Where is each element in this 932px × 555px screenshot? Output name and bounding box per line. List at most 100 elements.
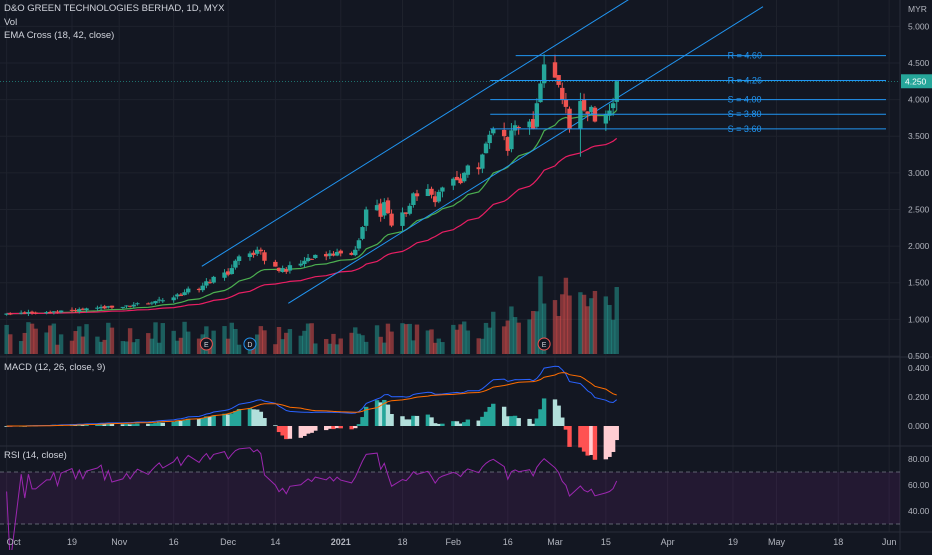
volume-bar — [458, 324, 463, 354]
macd-histogram-bar — [414, 415, 420, 426]
volume-bar — [338, 338, 343, 354]
candle-body — [175, 294, 180, 297]
candle-body — [106, 306, 111, 308]
volume-bar — [229, 322, 234, 354]
ema-fast-line — [6, 109, 618, 315]
currency-label: MYR — [908, 4, 927, 14]
volume-bar — [603, 296, 609, 354]
volume-bar — [44, 332, 49, 354]
macd-histogram-bar — [178, 421, 184, 426]
candle-body — [222, 272, 227, 278]
volume-bar — [378, 336, 383, 354]
macd-histogram-bar — [200, 417, 205, 426]
candle-body — [302, 260, 307, 265]
macd-histogram-bar — [131, 424, 136, 426]
price-tick-label: 4.500 — [908, 58, 930, 68]
volume-bar — [327, 343, 333, 354]
rsi-tick-label: 40.00 — [908, 506, 930, 516]
rsi-band — [0, 472, 900, 524]
macd-histogram-bar — [146, 423, 151, 426]
candle-body — [120, 306, 126, 308]
volume-bar — [538, 276, 543, 354]
candle-body — [182, 292, 187, 296]
volume-bar — [465, 330, 471, 354]
volume-bar — [360, 335, 365, 354]
candle-body — [501, 129, 507, 137]
last-price-label: 4.250 — [905, 76, 927, 86]
macd-histogram-bar — [186, 418, 191, 426]
candle-body — [98, 306, 104, 309]
candle-body — [505, 137, 510, 151]
volume-bar — [77, 326, 82, 354]
candle-body — [480, 154, 485, 169]
candle-body — [360, 227, 365, 239]
volume-bar — [614, 287, 619, 354]
volume-bar — [589, 298, 594, 354]
volume-bar — [411, 340, 416, 354]
macd-histogram-bar — [585, 426, 590, 456]
macd-histogram-bar — [534, 418, 540, 426]
macd-histogram-bar — [127, 424, 133, 426]
candle-body — [280, 268, 285, 273]
candle-body — [331, 253, 336, 256]
candle-body — [156, 299, 162, 301]
candle-body — [255, 249, 260, 254]
price-tick-label: 5.000 — [908, 21, 930, 31]
macd-histogram-bar — [284, 426, 289, 440]
candle-body — [374, 205, 380, 211]
macd-histogram-bar — [436, 423, 441, 426]
candle-body — [541, 64, 547, 84]
macd-legend[interactable]: MACD (12, 26, close, 9) — [4, 362, 106, 373]
volume-bar — [324, 339, 329, 354]
time-tick-label: 16 — [503, 537, 513, 547]
volume-bar — [407, 323, 412, 354]
volume-legend[interactable]: Vol — [4, 17, 18, 28]
candle-body — [454, 176, 460, 181]
candle-body — [491, 128, 496, 134]
macd-histogram-bar — [211, 415, 216, 426]
volume-bar — [382, 342, 387, 354]
macd-histogram-bar — [298, 426, 303, 438]
macd-histogram-bar — [491, 403, 496, 426]
price-tick-label: 1.000 — [908, 314, 930, 324]
candle-body — [73, 309, 78, 311]
candle-body — [127, 305, 133, 307]
macd-histogram-bar — [302, 426, 307, 436]
ema-legend[interactable]: EMA Cross (18, 42, close) — [4, 30, 115, 41]
volume-bar — [51, 323, 57, 354]
macd-histogram-bar — [592, 426, 598, 460]
candle-body — [77, 309, 82, 312]
macd-histogram-bar — [313, 426, 318, 431]
volume-bar — [178, 337, 184, 354]
macd-tick-label: 0.400 — [908, 363, 930, 373]
rsi-legend[interactable]: RSI (14, close) — [4, 450, 67, 461]
macd-histogram-bar — [556, 405, 561, 426]
macd-histogram-bar — [258, 411, 264, 426]
macd-histogram-bar — [512, 415, 518, 426]
candle-body — [171, 297, 176, 301]
candle-body — [531, 119, 536, 129]
volume-bar — [106, 322, 111, 354]
macd-histogram-bar — [480, 416, 485, 426]
candle-body — [160, 300, 165, 302]
volume-bar — [22, 332, 27, 354]
volume-bar — [610, 319, 616, 354]
candle-body — [400, 212, 405, 226]
candle-body — [80, 308, 86, 310]
candle-body — [458, 178, 463, 184]
macd-histogram-bar — [255, 409, 260, 426]
candle-body — [84, 308, 89, 311]
macd-histogram-bar — [614, 426, 619, 441]
volume-bar — [153, 322, 158, 354]
candle-body — [487, 134, 492, 144]
candle-body — [204, 281, 209, 286]
macd-histogram-bar — [465, 419, 471, 426]
macd-histogram-bar — [382, 399, 387, 426]
time-tick-label: Dec — [220, 537, 237, 547]
candle-body — [135, 303, 140, 305]
macd-histogram-bar — [338, 426, 343, 429]
price-tick-label: 2.500 — [908, 204, 930, 214]
volume-bar — [414, 324, 420, 354]
